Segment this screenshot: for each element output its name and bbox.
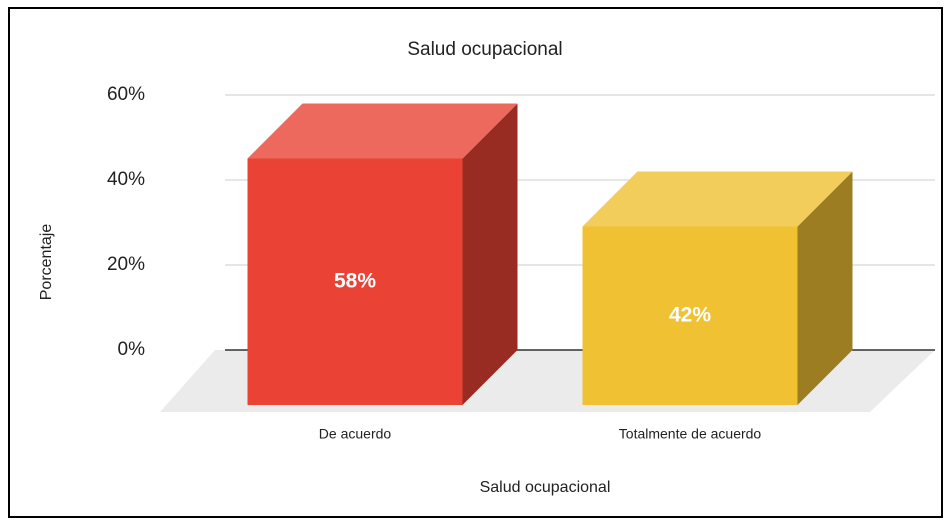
x-tick-label: De acuerdo <box>319 426 392 442</box>
bar-top <box>247 103 518 159</box>
y-axis-title: Porcentaje <box>38 224 55 301</box>
y-tick-label: 40% <box>107 169 145 190</box>
chart-title: Salud ocupacional <box>407 39 562 60</box>
bar <box>247 158 463 405</box>
bar <box>582 226 798 405</box>
y-tick-label: 0% <box>118 339 146 360</box>
value-label: 58% <box>334 269 376 292</box>
value-label: 42% <box>669 303 711 326</box>
y-tick-label: 20% <box>107 254 145 275</box>
y-tick-label: 60% <box>107 84 145 105</box>
bar-top <box>582 171 853 227</box>
bar-side <box>462 103 518 405</box>
x-tick-label: Totalmente de acuerdo <box>619 426 762 442</box>
x-axis-title: Salud ocupacional <box>480 479 611 496</box>
bar-side <box>797 171 853 405</box>
